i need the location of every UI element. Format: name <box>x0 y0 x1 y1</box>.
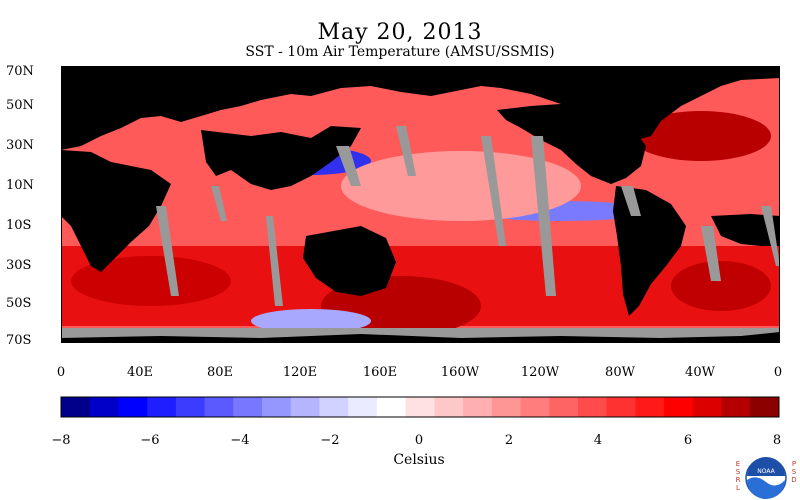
missing-swath <box>156 206 179 296</box>
colorbar-segment <box>463 397 493 417</box>
colorbar-segment <box>577 397 608 417</box>
south-atlantic-hot <box>671 261 771 311</box>
colorbar-tick-label: 4 <box>593 433 603 448</box>
sst-anomaly-map <box>61 66 780 343</box>
north-america <box>497 104 646 184</box>
lat-label: 50N <box>6 98 34 113</box>
lon-label: 80E <box>206 365 234 380</box>
missing-swath <box>701 226 721 281</box>
colorbar-segment <box>549 397 579 417</box>
colorbar-segment <box>692 397 723 417</box>
colorbar-segment <box>721 397 751 417</box>
australia <box>303 226 396 296</box>
lat-label: 50S <box>6 296 32 311</box>
lon-label: 160E <box>362 365 398 380</box>
colorbar-segment <box>376 397 407 417</box>
colorbar-segment <box>175 397 206 417</box>
missing-swath <box>531 136 556 296</box>
lon-label: 0 <box>773 365 783 380</box>
colorbar-segment <box>290 397 320 417</box>
missing-swath <box>481 136 506 246</box>
colorbar-segment <box>635 397 665 417</box>
colorbar-segment <box>118 397 148 417</box>
missing-swath <box>336 146 361 186</box>
lon-label: 40W <box>685 365 715 380</box>
map-frame <box>61 66 780 343</box>
colorbar-tick-label: −4 <box>230 433 250 448</box>
missing-swath <box>396 126 416 176</box>
svg-text:NOAA: NOAA <box>757 468 775 475</box>
colorbar-segment <box>434 397 464 417</box>
lon-label: 80W <box>605 365 635 380</box>
colorbar-frame <box>60 396 780 418</box>
colorbar-segment <box>233 397 263 417</box>
lat-label: 30S <box>6 258 32 273</box>
lon-label: 120E <box>282 365 318 380</box>
colorbar-segment <box>520 397 550 417</box>
missing-swath <box>621 186 641 216</box>
colorbar-tick-label: 0 <box>414 433 424 448</box>
north-pacific-mild <box>341 151 581 221</box>
colorbar-segment <box>204 397 234 417</box>
missing-swath <box>266 216 283 306</box>
colorbar-segment <box>147 397 177 417</box>
africa-west-edge <box>711 214 780 246</box>
colorbar-segment <box>750 397 780 417</box>
colorbar-segment <box>405 397 435 417</box>
colorbar-segment <box>606 397 636 417</box>
colorbar-segment <box>348 397 378 417</box>
colorbar-segment <box>262 397 292 417</box>
map-subtitle: SST - 10m Air Temperature (AMSU/SSMIS) <box>245 44 555 60</box>
southern-ocean-cool <box>251 309 371 333</box>
lat-label: 70S <box>6 333 32 348</box>
lat-label: 30N <box>6 138 34 153</box>
lat-label: 10N <box>6 178 34 193</box>
colorbar-tick-label: 8 <box>772 433 782 448</box>
colorbar-tick-label: −6 <box>140 433 160 448</box>
colorbar-segment <box>89 397 119 417</box>
colorbar-segment <box>491 397 522 417</box>
asia-south <box>201 126 361 190</box>
missing-data <box>61 126 780 338</box>
landmasses <box>61 66 780 343</box>
colorbar-segment <box>664 397 694 417</box>
colorbar-units: Celsius <box>393 452 445 468</box>
missing-antarctic-margin <box>61 328 780 338</box>
lon-label: 120W <box>520 365 560 380</box>
africa <box>61 150 171 272</box>
colorbar-segment <box>61 397 91 417</box>
colorbar-segment <box>319 397 349 417</box>
lon-label: 160W <box>440 365 480 380</box>
lat-label: 10S <box>6 218 32 233</box>
south-indian-hot <box>71 256 231 306</box>
north-atlantic-hot <box>631 111 771 161</box>
lat-label: 70N <box>6 64 34 79</box>
northern-landmass <box>61 66 780 150</box>
colorbar <box>60 396 780 418</box>
south-america <box>613 186 686 316</box>
missing-swath <box>761 206 780 266</box>
lon-label: 40E <box>126 365 154 380</box>
lon-label: 0 <box>56 365 66 380</box>
map-title: May 20, 2013 <box>317 20 483 45</box>
colorbar-tick-label: 2 <box>504 433 514 448</box>
colorbar-tick-label: −2 <box>320 433 340 448</box>
colorbar-tick-label: 6 <box>683 433 693 448</box>
colorbar-tick-label: −8 <box>51 433 71 448</box>
missing-swath <box>211 186 227 221</box>
